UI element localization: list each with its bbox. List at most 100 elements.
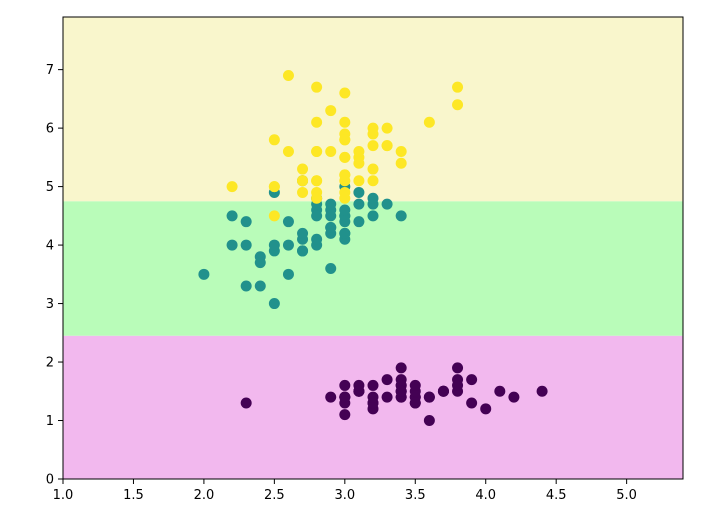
- data-point: [466, 397, 478, 409]
- data-point: [282, 146, 294, 158]
- data-point: [480, 403, 492, 415]
- data-point: [395, 210, 407, 222]
- data-point: [325, 198, 337, 210]
- data-point: [339, 409, 351, 421]
- data-point: [325, 391, 337, 403]
- data-point: [423, 415, 435, 427]
- data-point: [297, 163, 309, 175]
- data-point: [381, 198, 393, 210]
- data-point: [452, 81, 464, 93]
- data-point: [367, 391, 379, 403]
- data-point: [297, 245, 309, 257]
- plot-frame: [62, 16, 684, 480]
- data-point: [339, 204, 351, 216]
- y-tick-label: 5: [46, 180, 54, 195]
- data-point: [367, 379, 379, 391]
- data-point: [297, 175, 309, 187]
- y-tick-label: 0: [46, 473, 54, 488]
- data-point: [409, 397, 421, 409]
- data-point: [452, 99, 464, 111]
- data-point: [282, 268, 294, 280]
- x-tick-label: 1.0: [53, 488, 74, 503]
- data-point: [353, 175, 365, 187]
- data-point: [367, 210, 379, 222]
- y-tick-label: 4: [46, 239, 54, 254]
- data-point: [297, 227, 309, 239]
- data-point: [409, 379, 421, 391]
- data-point: [494, 385, 506, 397]
- data-point: [240, 216, 252, 228]
- data-point: [339, 192, 351, 204]
- x-tick-label: 4.0: [475, 488, 496, 503]
- data-point: [367, 163, 379, 175]
- data-point: [367, 192, 379, 204]
- data-point: [226, 210, 238, 222]
- data-point: [452, 379, 464, 391]
- data-point: [381, 374, 393, 386]
- data-point: [311, 210, 323, 222]
- y-tick-label: 2: [46, 356, 54, 371]
- data-point: [353, 216, 365, 228]
- data-point: [339, 379, 351, 391]
- data-point: [339, 87, 351, 99]
- data-point: [381, 391, 393, 403]
- data-point: [367, 140, 379, 152]
- data-point: [353, 385, 365, 397]
- data-point: [353, 146, 365, 158]
- data-point: [508, 391, 520, 403]
- data-point: [367, 128, 379, 140]
- data-point: [311, 81, 323, 93]
- y-axis: 0 1 2 3 4 5 6 7: [46, 63, 63, 488]
- data-point: [240, 280, 252, 292]
- y-tick-label: 6: [46, 122, 54, 137]
- data-point: [367, 175, 379, 187]
- data-point: [339, 175, 351, 187]
- y-tick-label: 1: [46, 414, 54, 429]
- data-point: [240, 397, 252, 409]
- x-tick-label: 3.0: [334, 488, 355, 503]
- x-axis: 1.0 1.5 2.0 2.5 3.0 3.5 4.0 4.5 5.0: [53, 479, 637, 503]
- decision-region-1: [63, 201, 683, 336]
- x-tick-label: 5.0: [616, 488, 637, 503]
- data-point: [254, 257, 266, 269]
- x-tick-label: 4.5: [546, 488, 567, 503]
- data-point: [395, 157, 407, 169]
- data-point: [297, 186, 309, 198]
- data-point: [395, 385, 407, 397]
- x-tick-label: 1.5: [123, 488, 144, 503]
- data-point: [226, 181, 238, 193]
- y-tick-label: 7: [46, 63, 54, 78]
- data-point: [339, 391, 351, 403]
- data-point: [536, 385, 548, 397]
- data-point: [325, 262, 337, 274]
- data-point: [466, 374, 478, 386]
- data-point: [395, 146, 407, 158]
- data-point: [226, 239, 238, 251]
- data-point: [311, 233, 323, 245]
- data-point: [282, 69, 294, 81]
- decision-regions: [63, 17, 683, 479]
- x-tick-label: 3.5: [405, 488, 426, 503]
- data-point: [240, 239, 252, 251]
- data-point: [353, 198, 365, 210]
- data-point: [268, 210, 280, 222]
- data-point: [268, 239, 280, 251]
- data-point: [268, 181, 280, 193]
- data-point: [339, 151, 351, 163]
- data-point: [268, 134, 280, 146]
- data-point: [339, 227, 351, 239]
- x-tick-label: 2.5: [264, 488, 285, 503]
- x-tick-label: 2.0: [194, 488, 215, 503]
- data-point: [353, 157, 365, 169]
- data-point: [268, 298, 280, 310]
- data-point: [325, 146, 337, 158]
- data-point: [381, 122, 393, 134]
- data-point: [282, 239, 294, 251]
- data-point: [452, 362, 464, 374]
- data-point: [423, 391, 435, 403]
- data-point: [311, 116, 323, 128]
- data-point: [423, 116, 435, 128]
- data-point: [339, 134, 351, 146]
- data-points: [198, 69, 548, 427]
